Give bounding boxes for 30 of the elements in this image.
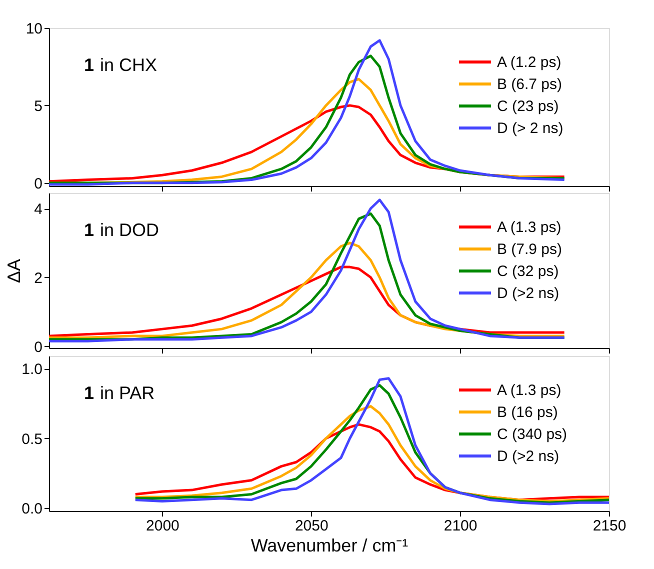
- y-tick-label: 0: [34, 175, 42, 192]
- y-axis-title: ΔA: [4, 258, 24, 284]
- x-axis-title: Wavenumber / cm⁻¹: [250, 536, 408, 556]
- y-tick-label: 2: [34, 270, 42, 287]
- legend-label: C (32 ps): [497, 263, 559, 280]
- x-tick-label: 2050: [294, 518, 328, 534]
- x-tick-label: 2150: [592, 518, 626, 534]
- y-tick-label: 4: [34, 201, 42, 218]
- legend-label: D (>2 ns): [497, 448, 560, 465]
- x-tick-label: 2000: [146, 518, 180, 534]
- y-tick-label: 10: [26, 20, 42, 38]
- legend-label: B (7.9 ps): [497, 241, 562, 258]
- legend-label: D (> 2 ns): [497, 120, 564, 137]
- legend-label: C (340 ps): [497, 426, 568, 443]
- annotation: 1 in PAR: [84, 383, 155, 403]
- legend-label: C (23 ps): [497, 98, 559, 115]
- legend-label: B (16 ps): [497, 404, 558, 421]
- legend-label: A (1.2 ps): [497, 54, 562, 71]
- annotation: 1 in DOD: [84, 220, 160, 240]
- legend-label: A (1.3 ps): [497, 382, 562, 399]
- y-tick-label: 5: [34, 98, 42, 115]
- y-tick-label: 0.5: [22, 430, 42, 448]
- legend-label: D (>2 ns): [497, 285, 560, 302]
- legend-label: B (6.7 ps): [497, 76, 562, 93]
- legend-label: A (1.3 ps): [497, 219, 562, 236]
- annotation: 1 in CHX: [84, 55, 158, 75]
- y-tick-label: 1.0: [22, 361, 42, 378]
- x-tick-label: 2100: [444, 518, 478, 534]
- y-tick-label: 0: [34, 338, 42, 356]
- y-tick-label: 0.0: [22, 500, 42, 518]
